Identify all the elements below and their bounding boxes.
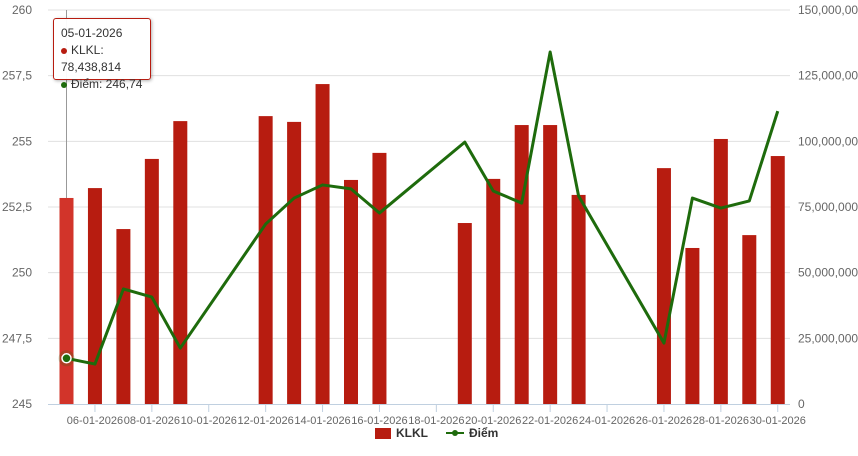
tooltip-diem: Điểm: 246,74 bbox=[71, 77, 143, 91]
y-left-tick-label: 250 bbox=[12, 266, 32, 280]
bar-klkl bbox=[59, 197, 74, 404]
x-tick-label: 28-01-2026 bbox=[693, 415, 749, 427]
x-tick-label: 20-01-2026 bbox=[465, 415, 521, 427]
bar-klkl bbox=[571, 194, 586, 404]
bar-klkl bbox=[344, 179, 358, 404]
bar-klkl bbox=[514, 125, 529, 404]
bar-klkl bbox=[315, 84, 330, 405]
bar-klkl bbox=[457, 223, 472, 404]
y-left-tick-label: 255 bbox=[12, 134, 32, 148]
y-left-tick-label: 245 bbox=[12, 397, 32, 411]
bar-klkl bbox=[173, 121, 188, 404]
y-right-tick-label: 0 bbox=[798, 397, 805, 411]
legend-item-klkl[interactable]: KLKL bbox=[375, 426, 428, 440]
bar-klkl bbox=[144, 158, 159, 404]
bar-klkl bbox=[685, 247, 700, 404]
x-tick-label: 14-01-2026 bbox=[294, 415, 350, 427]
x-tick-label: 18-01-2026 bbox=[408, 415, 464, 427]
x-tick-label: 08-01-2026 bbox=[124, 415, 180, 427]
x-tick-label: 24-01-2026 bbox=[579, 415, 635, 427]
y-right-tick-label: 50,000,000 bbox=[798, 266, 858, 280]
y-right-tick-label: 125,000,000 bbox=[798, 69, 858, 83]
bar-swatch-icon bbox=[375, 427, 391, 439]
point-diem bbox=[61, 353, 72, 364]
y-right-tick-label: 75,000,000 bbox=[798, 200, 858, 214]
line-swatch-icon bbox=[446, 430, 464, 436]
x-tick-label: 22-01-2026 bbox=[522, 415, 578, 427]
y-left-tick-label: 252,5 bbox=[2, 200, 32, 214]
y-left-tick-label: 247,5 bbox=[2, 331, 32, 345]
bar-klkl bbox=[258, 116, 273, 404]
bar-klkl bbox=[287, 121, 302, 405]
bar-klkl bbox=[87, 188, 102, 404]
legend-label: KLKL bbox=[396, 426, 428, 440]
x-tick-label: 16-01-2026 bbox=[351, 415, 407, 427]
y-left-tick-label: 260 bbox=[12, 3, 32, 17]
bar-klkl bbox=[713, 138, 728, 404]
y-right-tick-label: 100,000,000 bbox=[798, 134, 858, 148]
bar-klkl bbox=[656, 168, 671, 404]
bar-klkl bbox=[770, 156, 785, 404]
legend: KLKL Điểm bbox=[375, 426, 498, 440]
tooltip-klkl: KLKL: 78,438,814 bbox=[61, 43, 122, 74]
x-tick-label: 26-01-2026 bbox=[636, 415, 692, 427]
y-right-tick-label: 150,000,000 bbox=[798, 3, 858, 17]
x-tick-label: 12-01-2026 bbox=[238, 415, 294, 427]
legend-label: Điểm bbox=[469, 426, 499, 440]
diem-dot-icon bbox=[61, 81, 67, 88]
bar-klkl bbox=[742, 235, 757, 404]
x-tick-label: 06-01-2026 bbox=[67, 415, 123, 427]
y-left-tick-label: 257,5 bbox=[2, 69, 32, 83]
tooltip: 05-01-2026 KLKL: 78,438,814 Điểm: 246,74 bbox=[53, 18, 151, 91]
bar-klkl bbox=[372, 152, 387, 404]
bar-klkl bbox=[543, 125, 558, 404]
klkl-dot-icon bbox=[61, 47, 67, 54]
line-diem bbox=[66, 50, 780, 366]
y-right-tick-label: 25,000,000 bbox=[798, 331, 858, 345]
bar-klkl bbox=[116, 229, 131, 404]
bar-klkl bbox=[486, 178, 501, 404]
legend-item-diem[interactable]: Điểm bbox=[446, 426, 498, 440]
tooltip-date: 05-01-2026 bbox=[61, 26, 123, 40]
x-tick-label: 30-01-2026 bbox=[750, 415, 806, 427]
x-tick-label: 10-01-2026 bbox=[181, 415, 237, 427]
